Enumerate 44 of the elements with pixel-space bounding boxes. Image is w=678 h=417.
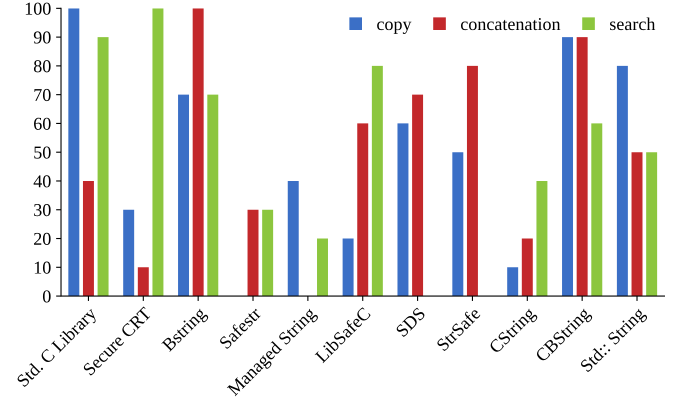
y-tick-label: 30: [34, 204, 51, 216]
y-tick-label: 20: [34, 232, 51, 245]
bar: [123, 210, 134, 296]
bar: [372, 66, 383, 296]
bar: [412, 94, 424, 296]
bar: [138, 267, 149, 296]
y-tick-label: 50: [34, 146, 51, 159]
bar: [192, 8, 204, 296]
bar: [616, 66, 628, 296]
y-tick-label: 10: [34, 262, 51, 274]
y-tick-label: 70: [34, 88, 51, 102]
y-tick-label: 40: [34, 175, 51, 188]
bar: [262, 210, 274, 296]
y-tick-label: 60: [34, 118, 51, 130]
bar: [562, 37, 574, 296]
y-tick-label: 0: [42, 290, 51, 303]
bar: [507, 267, 518, 296]
y-tick-label: 90: [34, 31, 51, 44]
y-tick-label: 80: [34, 60, 51, 72]
bar: [536, 180, 548, 296]
bar: [466, 66, 478, 296]
bar: [178, 94, 190, 296]
bar: [632, 152, 642, 296]
bar: [288, 180, 299, 296]
bar: [82, 180, 94, 296]
legend-label: copy: [377, 22, 412, 34]
bar: [248, 210, 259, 296]
bar: [591, 123, 602, 296]
bar: [68, 8, 80, 296]
bar: [207, 94, 218, 296]
legend-label: search: [610, 17, 656, 30]
legend-label: concatenation: [460, 18, 560, 30]
bar: [522, 238, 533, 296]
bar: [576, 37, 588, 296]
bar: [98, 37, 109, 296]
y-tick-label: 100: [26, 2, 51, 15]
bar: [342, 238, 354, 296]
bar: [152, 8, 164, 296]
x-tick-label: SDS: [395, 306, 426, 338]
bar: [317, 238, 328, 296]
bar: [397, 123, 408, 296]
bar: [452, 152, 464, 296]
bar: [357, 123, 368, 296]
bar: [646, 152, 658, 296]
